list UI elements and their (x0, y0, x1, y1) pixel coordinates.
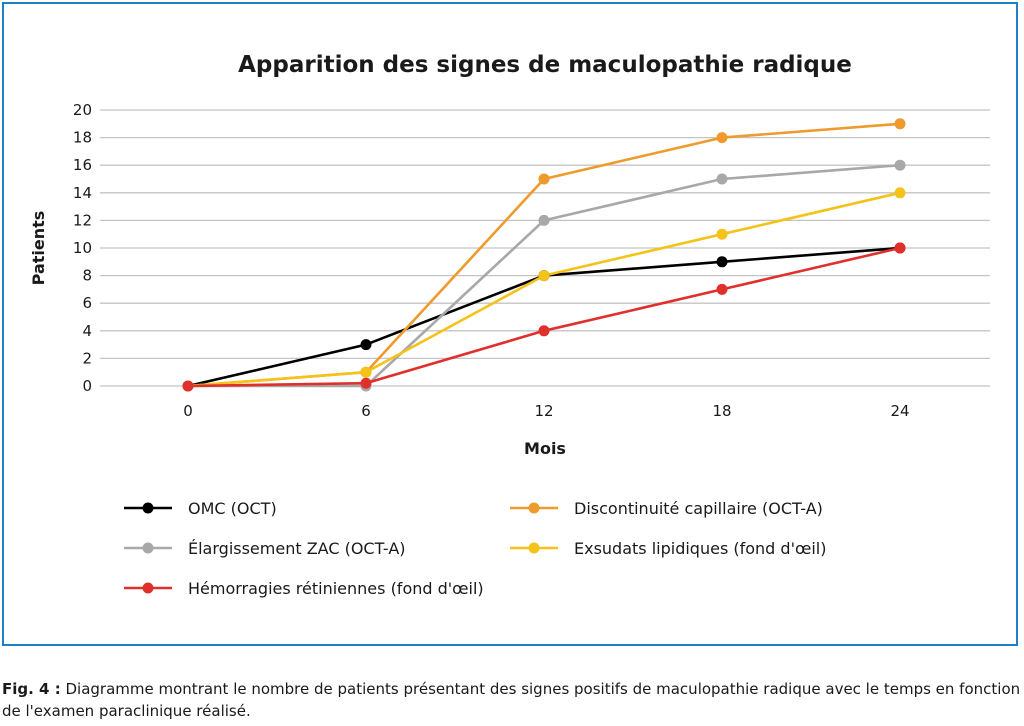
series-line-4 (187, 246, 901, 388)
data-point-1-3 (716, 132, 728, 144)
legend-label-1: Discontinuité capillaire (OCT-A) (574, 499, 823, 518)
series-points (182, 118, 906, 392)
data-point-2-2 (538, 214, 550, 226)
legend-label-3: Exsudats lipidiques (fond d'œil) (574, 539, 826, 558)
y-axis-label: Patients (29, 211, 48, 286)
y-tick-8: 8 (82, 267, 92, 285)
data-point-2-4 (894, 159, 906, 171)
data-point-4-1 (360, 377, 372, 389)
y-tick-labels: 0 2 4 6 8 10 12 14 16 18 20 (73, 101, 92, 395)
series-line-0 (187, 246, 901, 388)
grid-lines (100, 109, 990, 387)
line-chart: Apparition des signes de maculopathie ra… (29, 52, 990, 598)
x-tick-6: 6 (361, 402, 371, 420)
x-tick-18: 18 (712, 402, 731, 420)
y-tick-12: 12 (73, 211, 92, 229)
data-point-4-4 (894, 242, 906, 254)
data-point-4-2 (538, 325, 550, 337)
data-point-1-4 (894, 118, 906, 130)
x-tick-12: 12 (534, 402, 553, 420)
y-tick-4: 4 (82, 322, 92, 340)
data-point-2-3 (716, 173, 728, 185)
chart-title: Apparition des signes de maculopathie ra… (238, 52, 852, 78)
legend-swatch-dot-0 (142, 502, 154, 514)
legend-label-0: OMC (OCT) (188, 499, 277, 518)
legend-label-2: Élargissement ZAC (OCT-A) (188, 539, 406, 558)
y-tick-0: 0 (82, 377, 92, 395)
y-tick-14: 14 (73, 184, 92, 202)
series-line-1 (187, 122, 901, 388)
y-tick-6: 6 (82, 294, 92, 312)
data-point-0-1 (360, 339, 372, 351)
data-point-4-3 (716, 283, 728, 295)
y-tick-18: 18 (73, 129, 92, 147)
x-tick-labels: 0 6 12 18 24 (183, 402, 909, 420)
y-tick-2: 2 (82, 349, 92, 367)
figure-frame (2, 2, 1018, 646)
x-axis-label: Mois (524, 439, 566, 458)
data-point-3-2 (538, 270, 550, 282)
legend-swatch-dot-4 (142, 582, 154, 594)
data-point-0-3 (716, 256, 728, 268)
legend-label-4: Hémorragies rétiniennes (fond d'œil) (188, 579, 484, 598)
y-tick-20: 20 (73, 101, 92, 119)
x-tick-24: 24 (890, 402, 909, 420)
caption-text: Diagramme montrant le nombre de patients… (2, 680, 1021, 720)
figure-caption: Fig. 4 : Diagramme montrant le nombre de… (2, 678, 1022, 722)
y-tick-16: 16 (73, 156, 92, 174)
data-point-1-2 (538, 173, 550, 185)
series-lines (187, 122, 901, 388)
data-point-3-1 (360, 366, 372, 378)
legend-swatch-dot-3 (528, 542, 540, 554)
data-point-4-0 (182, 380, 194, 392)
data-point-3-4 (894, 187, 906, 199)
y-tick-10: 10 (73, 239, 92, 257)
caption-label: Fig. 4 : (2, 680, 61, 698)
data-point-3-3 (716, 228, 728, 240)
chart-legend: OMC (OCT) Discontinuité capillaire (OCT-A… (124, 499, 826, 598)
x-tick-0: 0 (183, 402, 193, 420)
legend-swatch-dot-1 (528, 502, 540, 514)
legend-swatch-dot-2 (142, 542, 154, 554)
